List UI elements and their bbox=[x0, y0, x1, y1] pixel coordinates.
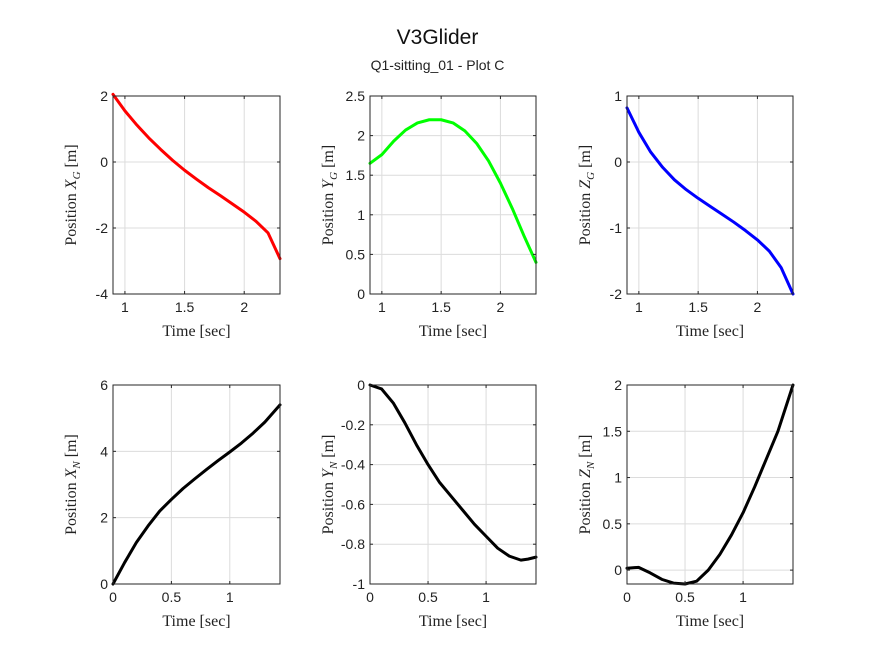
y-axis-label: Position ZG [m] bbox=[577, 145, 597, 245]
x-tick-label: 0.5 bbox=[162, 589, 182, 605]
y-axis-label: Position YN [m] bbox=[320, 435, 340, 535]
x-tick-label: 0 bbox=[366, 589, 374, 605]
series-line bbox=[111, 92, 282, 261]
y-axis-label: Position YG [m] bbox=[320, 145, 340, 245]
x-tick-label: 1 bbox=[635, 299, 643, 315]
y-axis-label: Position XG [m] bbox=[63, 144, 83, 245]
x-axis-label: Time [sec] bbox=[162, 613, 230, 630]
y-tick-label: 1.5 bbox=[346, 167, 366, 183]
y-tick-label: 0.5 bbox=[603, 516, 623, 532]
x-tick-label: 1 bbox=[226, 589, 234, 605]
axes-frame bbox=[369, 95, 537, 295]
x-tick-label: 1.5 bbox=[688, 299, 708, 315]
subplot-1: 1 1.5 2 -4 -2 0 2 Time [sec] Position XG [m] bbox=[63, 88, 282, 340]
x-tick-label: 1 bbox=[482, 589, 490, 605]
series-line bbox=[368, 118, 538, 264]
y-tick-label: 2 bbox=[614, 377, 622, 393]
x-tick-label: 2 bbox=[754, 299, 762, 315]
series-line bbox=[625, 383, 795, 586]
y-tick-label: 0 bbox=[357, 377, 365, 393]
subplot-4: 0 0.5 1 0 2 4 6 Time [sec] Position XN [m] bbox=[63, 377, 282, 630]
y-tick-label: -0.2 bbox=[341, 417, 365, 433]
axes-frame bbox=[112, 384, 281, 585]
series-line bbox=[625, 106, 795, 296]
y-tick-label: 2.5 bbox=[346, 88, 366, 104]
axes-frame bbox=[626, 95, 794, 295]
y-tick-label: 1 bbox=[614, 470, 622, 486]
x-tick-label: 2 bbox=[240, 299, 248, 315]
axes-frame bbox=[626, 384, 794, 585]
y-tick-label: 2 bbox=[100, 88, 108, 104]
y-tick-label: 0 bbox=[357, 286, 365, 302]
x-axis-label: Time [sec] bbox=[419, 613, 487, 630]
y-axis-label: Position XN [m] bbox=[63, 434, 83, 535]
y-tick-label: 0.5 bbox=[346, 246, 366, 262]
x-tick-label: 1 bbox=[739, 589, 747, 605]
y-tick-label: 0 bbox=[614, 562, 622, 578]
y-tick-label: 1.5 bbox=[603, 423, 623, 439]
x-tick-label: 2 bbox=[497, 299, 505, 315]
x-tick-label: 1 bbox=[121, 299, 129, 315]
y-tick-label: -4 bbox=[96, 286, 109, 302]
y-tick-label: 6 bbox=[100, 377, 108, 393]
figure-title: V3Glider bbox=[396, 26, 479, 49]
subplot-3: 1 1.5 2 -2 -1 0 1 Time [sec] Position ZG [m] bbox=[577, 88, 795, 340]
y-tick-label: -2 bbox=[96, 220, 109, 236]
x-axis-label: Time [sec] bbox=[419, 323, 487, 340]
x-tick-label: 1.5 bbox=[175, 299, 195, 315]
y-tick-label: -2 bbox=[610, 286, 623, 302]
y-tick-label: -1 bbox=[353, 576, 366, 592]
x-axis-label: Time [sec] bbox=[676, 613, 744, 630]
y-tick-label: -1 bbox=[610, 220, 623, 236]
y-axis-label: Position ZN [m] bbox=[577, 435, 597, 535]
x-tick-label: 0 bbox=[109, 589, 117, 605]
y-tick-label: 1 bbox=[614, 88, 622, 104]
series-line bbox=[368, 383, 538, 562]
subplot-2: 1 1.5 2 0 0.5 1 1.5 2 2.5 Time [sec] Position YG [… bbox=[320, 88, 538, 340]
x-tick-label: 0.5 bbox=[418, 589, 438, 605]
y-tick-label: 1 bbox=[357, 207, 365, 223]
x-axis-label: Time [sec] bbox=[676, 323, 744, 340]
x-tick-label: 0.5 bbox=[675, 589, 695, 605]
axes-frame bbox=[369, 384, 537, 585]
x-tick-label: 1 bbox=[378, 299, 386, 315]
subplot-5: 0 0.5 1 -1 -0.8 -0.6 -0.4 -0.2 0 Time [sec] Positi… bbox=[320, 377, 538, 630]
axes-frame bbox=[112, 95, 281, 295]
x-tick-label: 0 bbox=[623, 589, 631, 605]
y-tick-label: 0 bbox=[100, 154, 108, 170]
y-tick-label: -0.4 bbox=[341, 457, 365, 473]
series-line bbox=[111, 403, 282, 586]
y-tick-label: 0 bbox=[100, 576, 108, 592]
y-tick-label: -0.6 bbox=[341, 496, 365, 512]
figure-subtitle: Q1-sitting_01 - Plot C bbox=[370, 57, 505, 73]
x-tick-label: 1.5 bbox=[431, 299, 451, 315]
y-tick-label: 2 bbox=[357, 128, 365, 144]
y-tick-label: 0 bbox=[614, 154, 622, 170]
x-axis-label: Time [sec] bbox=[162, 323, 230, 340]
y-tick-label: 4 bbox=[100, 443, 108, 459]
y-tick-label: 2 bbox=[100, 510, 108, 526]
y-tick-label: -0.8 bbox=[341, 536, 365, 552]
subplot-6: 0 0.5 1 0 0.5 1 1.5 2 Time [sec] Position ZN [m] bbox=[577, 377, 795, 630]
